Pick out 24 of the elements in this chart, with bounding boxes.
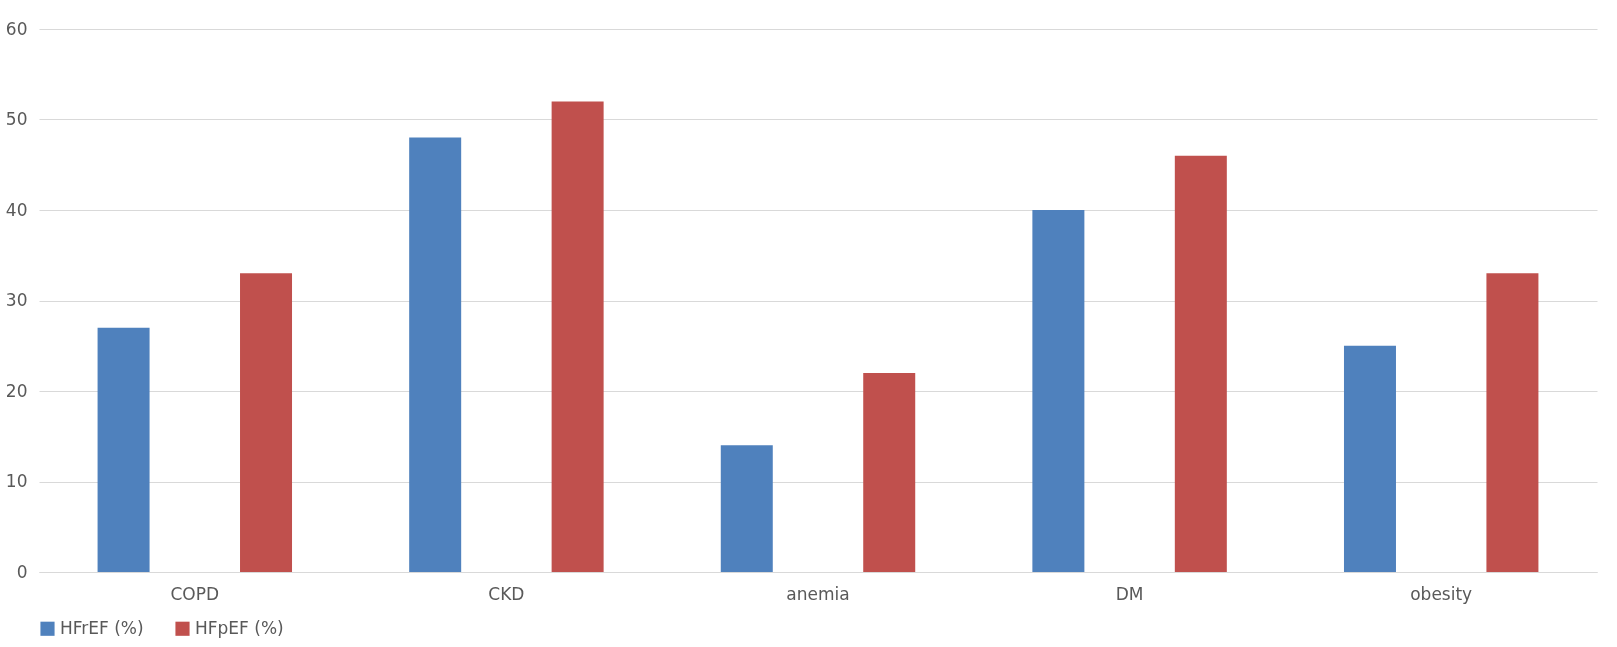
bar [1343,345,1396,572]
bar [1032,210,1085,572]
y-tick-label: 40 [5,199,28,220]
legend-label: HFpEF (%) [195,617,284,638]
y-tick-label: 60 [5,18,28,39]
x-tick-label: COPD [170,583,220,604]
bar [551,101,604,572]
x-tick-label: DM [1115,583,1144,604]
legend-label: HFrEF (%) [60,617,144,638]
x-tick-label: CKD [488,583,525,604]
bar [720,445,773,572]
x-tick-label: obesity [1410,583,1473,604]
bar [863,372,916,572]
bar [97,327,150,572]
y-tick-label: 50 [5,109,28,129]
x-tick-label: anemia [786,583,850,604]
bar [240,273,293,572]
bar [409,137,462,572]
y-tick-label: 20 [5,380,28,401]
y-tick-label: 0 [16,561,28,582]
bar [1486,273,1539,572]
y-tick-label: 10 [5,471,28,491]
y-tick-label: 30 [5,290,28,310]
bar [1174,155,1227,572]
